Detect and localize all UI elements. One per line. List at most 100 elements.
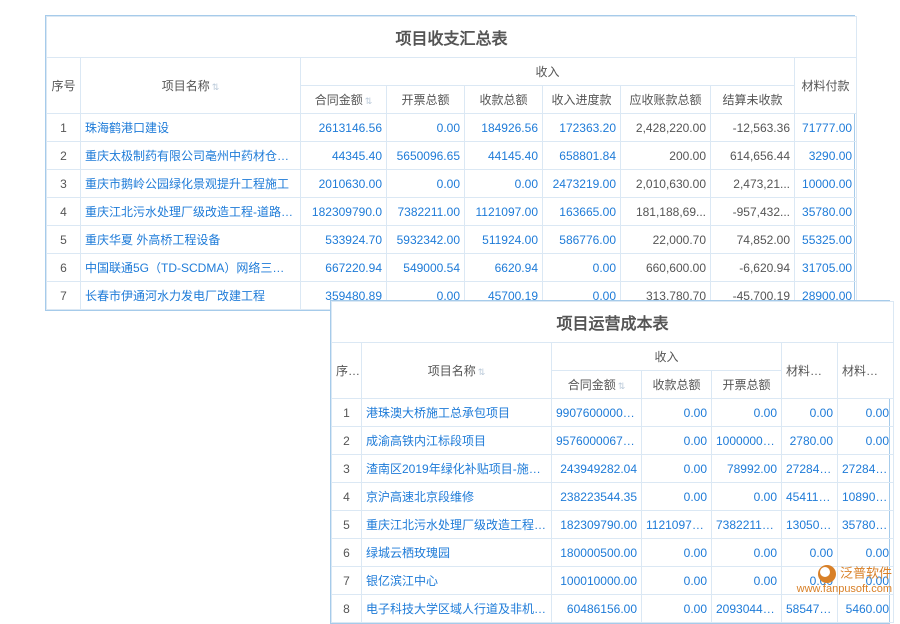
cell-material: 10000.00: [795, 170, 857, 198]
col-invoice[interactable]: 开票总额: [712, 371, 782, 399]
table-row[interactable]: 3渣南区2019年绿化补贴项目-施工2标段243949282.040.00789…: [332, 455, 894, 483]
col-matpay[interactable]: 材料付款: [838, 343, 894, 399]
cell-matpay: 35780.00: [838, 511, 894, 539]
cell-name[interactable]: 港珠澳大桥施工总承包项目: [362, 399, 552, 427]
cell-seq: 2: [47, 142, 81, 170]
cell-name[interactable]: 重庆江北污水处理厂级改造工程-道路修复工: [81, 198, 301, 226]
col-name-label: 项目名称: [162, 79, 210, 93]
cell-receivable: 22,000.70: [621, 226, 711, 254]
cell-unsettled: -12,563.36: [711, 114, 795, 142]
cell-name[interactable]: 成渝高铁内江标段项目: [362, 427, 552, 455]
col-receipt[interactable]: 收款总额: [642, 371, 712, 399]
col-progress[interactable]: 收入进度款: [543, 86, 621, 114]
col-material[interactable]: 材料付款: [795, 58, 857, 114]
table-row[interactable]: 1珠海鹤港口建设2613146.560.00184926.56172363.20…: [47, 114, 857, 142]
col-seq[interactable]: 序号: [332, 343, 362, 399]
cell-invoice: 5650096.65: [387, 142, 465, 170]
sort-icon[interactable]: ⇅: [618, 381, 626, 392]
cell-name[interactable]: 重庆华夏 外高桥工程设备: [81, 226, 301, 254]
cell-invoice: 0.00: [712, 399, 782, 427]
cell-matpay: 272846.00: [838, 455, 894, 483]
col-seq[interactable]: 序号: [47, 58, 81, 114]
cell-invoice: 10000000.0: [712, 427, 782, 455]
cell-material: 71777.00: [795, 114, 857, 142]
cell-seq: 1: [332, 399, 362, 427]
cell-amount: 2010630.00: [301, 170, 387, 198]
cell-invoice: 7382211.00: [387, 198, 465, 226]
col-amount[interactable]: 合同金额⇅: [552, 371, 642, 399]
col-unsettled[interactable]: 结算未收款: [711, 86, 795, 114]
cell-seq: 8: [332, 595, 362, 623]
cell-name[interactable]: 中国联通5G（TD-SCDMA）网络三期四川口: [81, 254, 301, 282]
logo-icon: [818, 565, 836, 583]
table1-title: 项目收支汇总表: [47, 17, 857, 58]
cell-name[interactable]: 重庆江北污水处理厂级改造工程-道路修复: [362, 511, 552, 539]
sort-icon[interactable]: ⇅: [365, 96, 373, 107]
cell-receipt: 0.00: [465, 170, 543, 198]
cell-name[interactable]: 电子科技大学区域人行道及非机动车道工: [362, 595, 552, 623]
table-row[interactable]: 6中国联通5G（TD-SCDMA）网络三期四川口667220.94549000.…: [47, 254, 857, 282]
cell-progress: 172363.20: [543, 114, 621, 142]
cell-amount: 182309790.0: [301, 198, 387, 226]
brand-text: 泛普软件: [840, 565, 892, 580]
cell-name[interactable]: 重庆太极制药有限公司亳州中药材仓储物流: [81, 142, 301, 170]
cell-matpay: 0.00: [838, 399, 894, 427]
cell-invoice: 0.00: [712, 483, 782, 511]
sort-icon[interactable]: ⇅: [212, 82, 220, 93]
cell-matcontract: 58547.00: [782, 595, 838, 623]
table-row[interactable]: 6绿城云栖玫瑰园180000500.000.000.000.000.00: [332, 539, 894, 567]
cell-amount: 533924.70: [301, 226, 387, 254]
cell-receipt: 0.00: [642, 483, 712, 511]
cell-name[interactable]: 珠海鹤港口建设: [81, 114, 301, 142]
table-row[interactable]: 8电子科技大学区域人行道及非机动车道工60486156.000.00209304…: [332, 595, 894, 623]
cell-matcontract: 130505.00: [782, 511, 838, 539]
table-row[interactable]: 5重庆华夏 外高桥工程设备533924.705932342.00511924.0…: [47, 226, 857, 254]
cell-name[interactable]: 银亿滨江中心: [362, 567, 552, 595]
cell-invoice: 0.00: [712, 567, 782, 595]
cell-matcontract: 45411.00: [782, 483, 838, 511]
cell-name[interactable]: 京沪高速北京段维修: [362, 483, 552, 511]
cell-progress: 658801.84: [543, 142, 621, 170]
cell-seq: 3: [47, 170, 81, 198]
col-name[interactable]: 项目名称⇅: [81, 58, 301, 114]
col-receivable[interactable]: 应收账款总额: [621, 86, 711, 114]
sort-icon[interactable]: ⇅: [478, 367, 486, 378]
cell-receipt: 0.00: [642, 427, 712, 455]
cell-progress: 586776.00: [543, 226, 621, 254]
col-receipt[interactable]: 收款总额: [465, 86, 543, 114]
cell-name[interactable]: 长春市伊通河水力发电厂改建工程: [81, 282, 301, 310]
group-income: 收入: [552, 343, 782, 371]
cell-receipt: 44145.40: [465, 142, 543, 170]
cell-amount: 667220.94: [301, 254, 387, 282]
cell-receivable: 660,600.00: [621, 254, 711, 282]
table-row[interactable]: 4京沪高速北京段维修238223544.350.000.0045411.0010…: [332, 483, 894, 511]
cell-receipt: 0.00: [642, 595, 712, 623]
cell-seq: 3: [332, 455, 362, 483]
cell-invoice: 2093044.22: [712, 595, 782, 623]
table-row[interactable]: 5重庆江北污水处理厂级改造工程-道路修复182309790.001121097.…: [332, 511, 894, 539]
cell-receipt: 184926.56: [465, 114, 543, 142]
brand-url: www.fanpusoft.com: [797, 583, 892, 596]
cell-seq: 7: [47, 282, 81, 310]
cell-name[interactable]: 重庆市鹅岭公园绿化景观提升工程施工: [81, 170, 301, 198]
table-row[interactable]: 2成渝高铁内江标段项目95760000676.000.0010000000.02…: [332, 427, 894, 455]
cell-receivable: 2,010,630.00: [621, 170, 711, 198]
group-income: 收入: [301, 58, 795, 86]
cell-receipt: 0.00: [642, 539, 712, 567]
table-row[interactable]: 2重庆太极制药有限公司亳州中药材仓储物流44345.405650096.6544…: [47, 142, 857, 170]
cell-material: 55325.00: [795, 226, 857, 254]
cell-receivable: 181,188,69...: [621, 198, 711, 226]
table-row[interactable]: 4重庆江北污水处理厂级改造工程-道路修复工182309790.07382211.…: [47, 198, 857, 226]
table-row[interactable]: 3重庆市鹅岭公园绿化景观提升工程施工2010630.000.000.002473…: [47, 170, 857, 198]
table-row[interactable]: 1港珠澳大桥施工总承包项目99076000000.000.000.000.000…: [332, 399, 894, 427]
cell-name[interactable]: 渣南区2019年绿化补贴项目-施工2标段: [362, 455, 552, 483]
cell-receipt: 0.00: [642, 455, 712, 483]
cell-receivable: 200.00: [621, 142, 711, 170]
col-amount[interactable]: 合同金额⇅: [301, 86, 387, 114]
col-invoice[interactable]: 开票总额: [387, 86, 465, 114]
col-name[interactable]: 项目名称⇅: [362, 343, 552, 399]
cell-matpay: 5460.00: [838, 595, 894, 623]
col-matcontract[interactable]: 材料合同: [782, 343, 838, 399]
cell-unsettled: 614,656.44: [711, 142, 795, 170]
cell-name[interactable]: 绿城云栖玫瑰园: [362, 539, 552, 567]
